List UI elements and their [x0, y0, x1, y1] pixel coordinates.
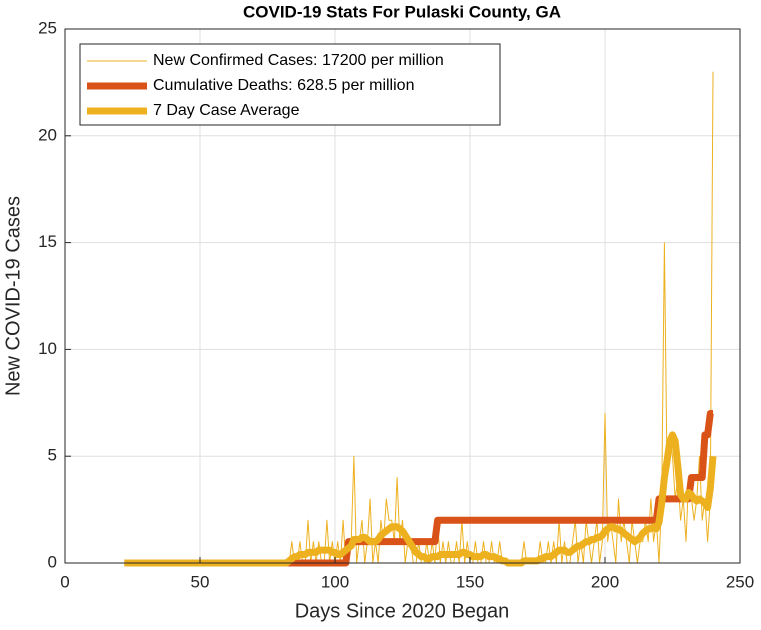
- x-tick-label: 200: [591, 572, 619, 591]
- axes-box: [64, 28, 741, 564]
- x-tick-label: 50: [191, 572, 210, 591]
- y-tick-label: 0: [48, 552, 57, 571]
- y-tick-label: 10: [38, 339, 57, 358]
- y-tick-label: 15: [38, 232, 57, 251]
- x-tick-label: 0: [60, 572, 69, 591]
- x-tick-label: 150: [456, 572, 484, 591]
- legend-label: 7 Day Case Average: [153, 102, 300, 119]
- y-tick-label: 5: [48, 446, 57, 465]
- legend-box: [79, 43, 501, 126]
- x-axis-label: Days Since 2020 Began: [295, 600, 510, 622]
- x-tick-label: 100: [321, 572, 349, 591]
- legend: New Confirmed Cases: 17200 per million Cu…: [79, 43, 501, 126]
- x-tick-label: 250: [726, 572, 754, 591]
- ticks: 0 50 100 150 200 250 0 5 10 15 20 25: [38, 18, 754, 591]
- y-axis-label: New COVID-19 Cases: [2, 196, 24, 396]
- chart-title: COVID-19 Stats For Pulaski County, GA: [243, 2, 561, 21]
- y-tick-label: 25: [38, 18, 57, 37]
- y-tick-label: 20: [38, 125, 57, 144]
- legend-label: Cumulative Deaths: 628.5 per million: [153, 77, 414, 94]
- legend-label: New Confirmed Cases: 17200 per million: [153, 52, 444, 69]
